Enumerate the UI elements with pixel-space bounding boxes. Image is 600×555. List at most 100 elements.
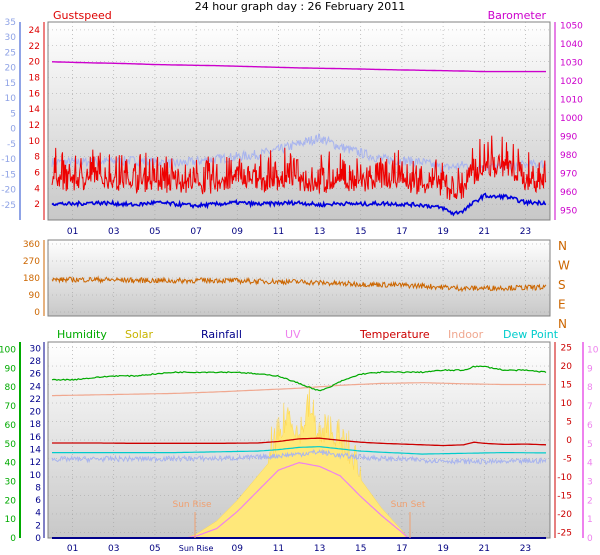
x-tick-label: 17	[396, 544, 407, 554]
legend-item: Humidity	[57, 328, 107, 341]
rainfall-axis-tick: 10	[30, 471, 42, 481]
compass-label: E	[558, 298, 566, 312]
gustspeed-series	[51, 135, 547, 201]
barometer-title: Barometer	[488, 9, 547, 22]
legend-item: Rainfall	[201, 328, 242, 341]
uv-axis-tick: 5	[587, 440, 593, 450]
rainfall-axis-tick: 30	[30, 344, 42, 354]
barometer-axis-tick: 1030	[560, 59, 583, 69]
wind-outer-axis-tick: -25	[1, 201, 16, 211]
temperature-axis-tick: 20	[561, 362, 573, 372]
legend-item: Solar	[125, 328, 154, 341]
x-tick-label: 09	[232, 544, 244, 554]
humidity-axis-tick: 60	[5, 421, 17, 431]
direction-axis-tick: 0	[34, 308, 40, 318]
x-tick-label: 11	[273, 227, 284, 237]
temperature-axis-tick: 10	[561, 399, 573, 409]
wind-outer-axis-tick: -15	[1, 170, 16, 180]
wind-outer-axis-tick: 30	[5, 33, 17, 43]
uv-axis-tick: 1	[587, 515, 593, 525]
wind-outer-axis-tick: 10	[5, 94, 17, 104]
gust-axis-tick: 22	[29, 42, 40, 52]
humidity-axis-tick: 40	[5, 459, 17, 469]
rainfall-axis-tick: 16	[30, 433, 42, 443]
x-tick-label: 13	[314, 227, 325, 237]
barometer-axis-tick: 1040	[560, 40, 583, 50]
wind-outer-axis-tick: 5	[10, 109, 16, 119]
gust-axis-tick: 18	[29, 73, 41, 83]
uv-axis-tick: 8	[587, 383, 593, 393]
x-tick-label: 17	[396, 227, 407, 237]
wind-outer-axis-tick: 20	[5, 64, 17, 74]
rainfall-axis-tick: 20	[30, 408, 42, 418]
rainfall-axis-tick: 22	[30, 395, 41, 405]
humidity-axis-tick: 30	[5, 477, 17, 487]
gustspeed-title: Gustspeed	[53, 9, 112, 22]
rainfall-axis-tick: 0	[35, 534, 41, 544]
rainfall-axis-tick: 26	[30, 370, 42, 380]
x-tick-label: 19	[437, 544, 449, 554]
barometer-axis-tick: 960	[560, 188, 577, 198]
rainfall-axis-tick: 4	[35, 509, 41, 519]
gust-axis-tick: 2	[34, 200, 40, 210]
temperature-axis-tick: 15	[561, 381, 572, 391]
rainfall-axis-tick: 6	[35, 496, 41, 506]
gust-axis-tick: 10	[29, 137, 41, 147]
humidity-axis-tick: 50	[5, 440, 17, 450]
wind-panel	[47, 21, 551, 221]
humidity-series	[51, 365, 547, 392]
rainfall-axis-tick: 14	[30, 445, 42, 455]
direction-axis-tick: 90	[29, 291, 41, 301]
uv-axis-tick: 4	[587, 459, 593, 469]
gust-axis-tick: 8	[34, 153, 40, 163]
wind-direction-series	[51, 275, 547, 293]
humidity-axis-tick: 90	[5, 364, 17, 374]
legend-item: UV	[285, 328, 301, 341]
x-tick-label: 19	[437, 227, 449, 237]
compass-label: W	[558, 259, 570, 273]
temperature-axis-tick: -25	[557, 528, 572, 538]
compass-label: N	[558, 239, 567, 253]
barometer-axis-tick: 1000	[560, 114, 583, 124]
uv-series	[185, 461, 409, 539]
humidity-axis-tick: 20	[5, 496, 17, 506]
x-tick-label: 23	[520, 544, 531, 554]
barometer-axis-tick: 950	[560, 207, 577, 217]
barometer-axis-tick: 1050	[560, 22, 583, 32]
rainfall-axis-tick: 8	[35, 483, 41, 493]
direction-panel	[47, 239, 551, 317]
x-tick-label: 03	[108, 544, 119, 554]
barometer-axis-tick: 990	[560, 133, 577, 143]
x-tick-label: 05	[149, 227, 160, 237]
humidity-axis-tick: 80	[5, 383, 17, 393]
gust-axis-tick: 16	[29, 89, 41, 99]
gust-axis-tick: 20	[29, 58, 41, 68]
direction-axis-tick: 180	[23, 274, 40, 284]
barometer-axis-tick: 1020	[560, 77, 583, 87]
humidity-axis-tick: 100	[0, 346, 16, 356]
solar-area	[185, 385, 409, 539]
compass-label: S	[558, 278, 566, 292]
temperature-axis-tick: 5	[566, 418, 572, 428]
gust-axis-tick: 24	[29, 26, 41, 36]
wind-outer-axis-tick: -20	[1, 186, 16, 196]
x-tick-label: 11	[273, 544, 284, 554]
temperature-axis-tick: -5	[563, 454, 572, 464]
x-tick-label: 23	[520, 227, 531, 237]
legend-item: Dew Point	[503, 328, 559, 341]
wind-outer-axis-tick: 15	[5, 79, 16, 89]
uv-axis-tick: 10	[587, 346, 599, 356]
graph-title: 24 hour graph day : 26 February 2011	[195, 0, 406, 13]
x-tick-label: 01	[67, 227, 78, 237]
wind-outer-axis-tick: 25	[5, 48, 16, 58]
humidity-axis-tick: 70	[5, 402, 17, 412]
x-tick-label: 03	[108, 227, 119, 237]
uv-axis-tick: 7	[587, 402, 593, 412]
compass-label: N	[558, 317, 567, 331]
x-tick-label: 13	[314, 544, 325, 554]
sun-rise-label: Sun Rise	[173, 500, 212, 510]
wind-speed-series	[51, 192, 547, 217]
legend-item: Temperature	[359, 328, 430, 341]
rainfall-axis-tick: 2	[35, 521, 41, 531]
temperature-aux-series	[51, 448, 547, 466]
